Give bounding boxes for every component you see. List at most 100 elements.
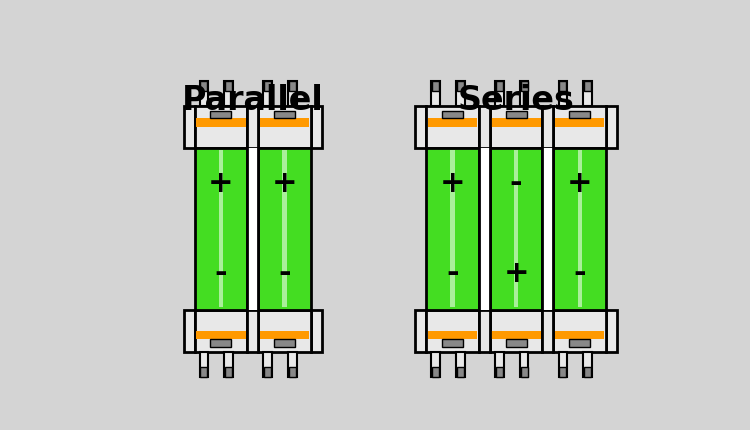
Bar [426, 310, 479, 352]
Bar [496, 81, 502, 91]
Bar [258, 105, 310, 148]
Bar [542, 148, 554, 310]
Bar [416, 310, 426, 352]
Text: Series: Series [458, 84, 574, 117]
Bar [274, 111, 295, 118]
Bar [248, 105, 258, 148]
Bar [542, 310, 554, 352]
Bar [263, 81, 272, 105]
Bar [451, 150, 454, 307]
Bar [288, 81, 296, 105]
Bar [194, 310, 248, 352]
Bar [184, 310, 194, 352]
Bar [224, 81, 233, 105]
Bar [456, 81, 465, 105]
Bar [431, 81, 440, 105]
Bar [289, 81, 296, 91]
Bar [554, 310, 606, 352]
Bar [196, 331, 246, 339]
Bar [490, 105, 542, 148]
Bar [426, 148, 479, 310]
Bar [310, 105, 322, 148]
Bar [225, 366, 232, 377]
Bar [560, 366, 566, 377]
Bar [584, 81, 592, 105]
Bar [426, 105, 479, 148]
Bar [184, 105, 194, 148]
Bar [456, 352, 465, 377]
Bar [200, 366, 208, 377]
Bar [432, 366, 439, 377]
Bar [520, 366, 527, 377]
Bar [427, 118, 478, 127]
Text: -: - [446, 259, 459, 289]
Text: -: - [278, 259, 291, 289]
Bar [559, 352, 567, 377]
Bar [210, 111, 232, 118]
Bar [219, 150, 223, 307]
Bar [491, 118, 541, 127]
Bar [263, 352, 272, 377]
Bar [210, 339, 232, 347]
Bar [248, 310, 258, 352]
Bar [260, 118, 309, 127]
Bar [554, 105, 606, 148]
Bar [248, 148, 258, 310]
Bar [194, 105, 248, 148]
Bar [506, 339, 526, 347]
Bar [490, 310, 542, 352]
Bar [584, 366, 591, 377]
Bar [555, 331, 604, 339]
Bar [479, 105, 490, 148]
Bar [495, 81, 503, 105]
Bar [258, 310, 310, 352]
Text: +: + [440, 169, 466, 198]
Bar [310, 310, 322, 352]
Bar [200, 81, 208, 91]
Bar [258, 148, 310, 310]
Bar [606, 105, 616, 148]
Bar [479, 148, 490, 310]
Bar [490, 148, 542, 310]
Bar [194, 148, 248, 310]
Text: +: + [567, 169, 592, 198]
Bar [288, 352, 296, 377]
Bar [427, 331, 478, 339]
Bar [569, 339, 590, 347]
Text: -: - [573, 259, 586, 289]
Bar [274, 339, 295, 347]
Bar [432, 81, 439, 91]
Text: +: + [272, 169, 297, 198]
Bar [200, 81, 208, 105]
Bar [196, 118, 246, 127]
Bar [496, 366, 502, 377]
Bar [555, 118, 604, 127]
Bar [457, 81, 464, 91]
Bar [491, 331, 541, 339]
Bar [289, 366, 296, 377]
Bar [578, 150, 582, 307]
Bar [431, 352, 440, 377]
Text: +: + [208, 169, 234, 198]
Bar [554, 148, 606, 310]
Bar [200, 352, 208, 377]
Bar [520, 81, 527, 91]
Bar [559, 81, 567, 105]
Bar [514, 150, 518, 307]
Text: -: - [214, 259, 227, 289]
Bar [495, 352, 503, 377]
Bar [416, 105, 426, 148]
Bar [606, 310, 616, 352]
Bar [506, 111, 526, 118]
Bar [282, 150, 286, 307]
Bar [560, 81, 566, 91]
Bar [520, 81, 528, 105]
Bar [569, 111, 590, 118]
Bar [442, 339, 463, 347]
Bar [264, 366, 271, 377]
Bar [260, 331, 309, 339]
Bar [584, 81, 591, 91]
Text: Parallel: Parallel [182, 84, 323, 117]
Bar [442, 111, 463, 118]
Bar [457, 366, 464, 377]
